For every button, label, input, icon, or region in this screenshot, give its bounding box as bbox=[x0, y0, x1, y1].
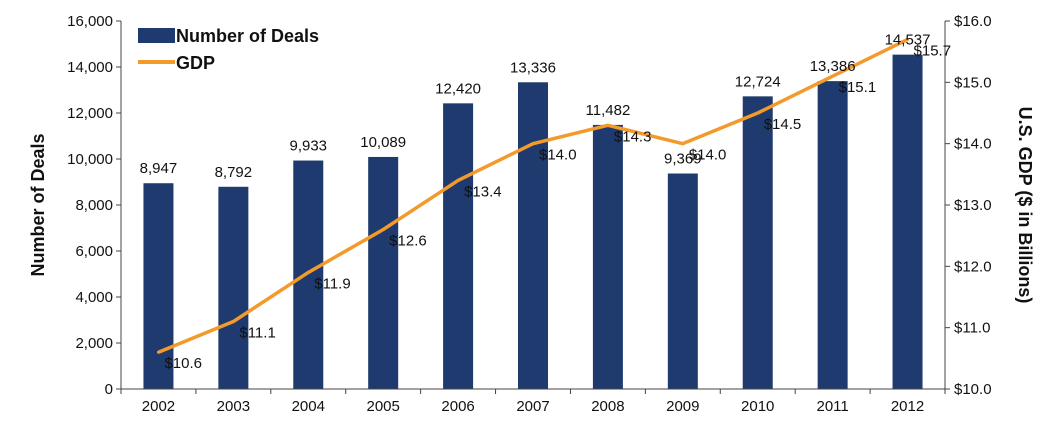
y-left-tick-label: 8,000 bbox=[75, 197, 113, 214]
gdp-point-2008 bbox=[606, 123, 610, 127]
gdp-label-2008: $14.3 bbox=[614, 128, 652, 145]
gdp-label-2009: $14.0 bbox=[689, 147, 727, 164]
legend: Number of Deals GDP bbox=[138, 26, 319, 73]
x-tick-label-2006: 2006 bbox=[441, 398, 474, 415]
y-left-tick-label: 4,000 bbox=[75, 289, 113, 306]
bar-2008 bbox=[592, 124, 623, 389]
y-axis-right-title: U.S. GDP ($ in Billions) bbox=[1015, 107, 1035, 304]
x-tick-label-2010: 2010 bbox=[741, 398, 774, 415]
y-right-tick-label: $12.0 bbox=[954, 258, 992, 275]
bar-2002 bbox=[143, 183, 174, 389]
y-right-tick-label: $13.0 bbox=[954, 197, 992, 214]
legend-swatch-deals bbox=[138, 28, 175, 43]
x-tick-label-2009: 2009 bbox=[666, 398, 699, 415]
bar-label-2011: 13,386 bbox=[810, 58, 856, 75]
gdp-point-2010 bbox=[756, 111, 760, 115]
bar-label-2008: 11,482 bbox=[586, 102, 631, 119]
gdp-label-2005: $12.6 bbox=[389, 233, 427, 250]
y-left-tick-label: 16,000 bbox=[67, 13, 113, 30]
y-right-tick-label: $11.0 bbox=[954, 320, 990, 337]
bar-label-2005: 10,089 bbox=[360, 134, 406, 151]
x-tick-label-2011: 2011 bbox=[817, 398, 849, 415]
bar-label-2003: 8,792 bbox=[215, 164, 253, 181]
bar-2004 bbox=[293, 160, 324, 389]
gdp-point-2003 bbox=[231, 320, 235, 324]
x-tick-label-2012: 2012 bbox=[891, 398, 924, 415]
data-labels: 8,947 8,792 9,933 10,089 12,420 13,336 11,482 9… bbox=[140, 32, 951, 373]
x-tick-label-2005: 2005 bbox=[366, 398, 399, 415]
y-axis-left-title: Number of Deals bbox=[28, 133, 48, 276]
gdp-label-2004: $11.9 bbox=[314, 275, 350, 292]
bar-label-2007: 13,336 bbox=[510, 59, 556, 76]
gdp-label-2011: $15.1 bbox=[839, 79, 877, 96]
bar-2007 bbox=[518, 82, 548, 389]
axes: 0 2,000 4,000 6,000 8,000 10,000 12,000 14,000 1… bbox=[67, 13, 991, 415]
gdp-label-2010: $14.5 bbox=[764, 116, 802, 133]
bar-2003 bbox=[218, 186, 249, 389]
line-series-gdp bbox=[156, 37, 910, 354]
bar-2011 bbox=[817, 81, 848, 389]
gdp-label-2012: $15.7 bbox=[914, 42, 952, 59]
bar-2005 bbox=[368, 156, 399, 389]
y-right-tick-label: $16.0 bbox=[954, 13, 992, 30]
y-left-tick-label: 0 bbox=[105, 381, 113, 398]
legend-label-gdp: GDP bbox=[176, 53, 215, 73]
y-right-tick-label: $15.0 bbox=[954, 74, 992, 91]
x-tick-label-2003: 2003 bbox=[217, 398, 250, 415]
bar-label-2002: 8,947 bbox=[140, 160, 178, 177]
gdp-point-2006 bbox=[456, 178, 460, 182]
bar-2010 bbox=[742, 96, 773, 390]
x-tick-label-2008: 2008 bbox=[591, 398, 624, 415]
bar-2006 bbox=[443, 103, 474, 389]
y-left-tick-label: 2,000 bbox=[75, 335, 113, 352]
gdp-label-2006: $13.4 bbox=[464, 183, 502, 200]
y-left-tick-label: 6,000 bbox=[75, 243, 113, 260]
gdp-point-2004 bbox=[306, 270, 310, 274]
bar-label-2012: 14,537 bbox=[885, 32, 931, 49]
bar-label-2006: 12,420 bbox=[435, 80, 481, 97]
gdp-label-2002: $10.6 bbox=[164, 355, 202, 372]
y-left-tick-label: 14,000 bbox=[67, 59, 113, 76]
bar-label-2010: 12,724 bbox=[735, 73, 781, 90]
gdp-point-2007 bbox=[531, 142, 535, 146]
gdp-point-2011 bbox=[831, 74, 835, 78]
gdp-point-2009 bbox=[681, 142, 685, 146]
gdp-point-2002 bbox=[156, 350, 160, 354]
bar-label-2004: 9,933 bbox=[289, 138, 327, 155]
gdp-point-2005 bbox=[381, 228, 385, 232]
bar-2009 bbox=[667, 173, 698, 389]
x-tick-label-2002: 2002 bbox=[142, 398, 175, 415]
bar-series-number-of-deals bbox=[143, 54, 923, 390]
gdp-label-2003: $11.1 bbox=[239, 325, 275, 342]
x-tick-label-2007: 2007 bbox=[516, 398, 549, 415]
y-right-tick-label: $14.0 bbox=[954, 136, 992, 153]
y-left-tick-label: 10,000 bbox=[67, 151, 113, 168]
legend-label-deals: Number of Deals bbox=[176, 26, 319, 46]
bar-2012 bbox=[892, 54, 923, 390]
x-tick-label-2004: 2004 bbox=[292, 398, 325, 415]
bar-label-2009: 9,369 bbox=[664, 151, 702, 168]
gdp-point-2012 bbox=[906, 37, 910, 41]
y-left-tick-label: 12,000 bbox=[67, 105, 113, 122]
gdp-label-2007: $14.0 bbox=[539, 147, 577, 164]
y-right-tick-label: $10.0 bbox=[954, 381, 992, 398]
